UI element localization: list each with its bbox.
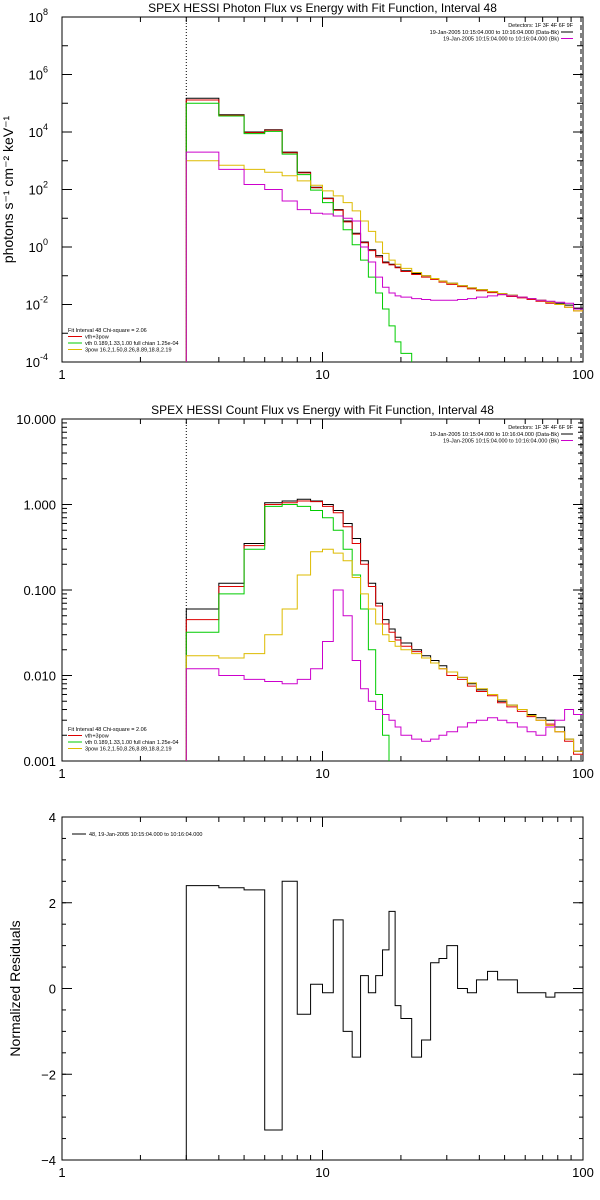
legend-entry-label: 19-Jan-2005 10:15:04.000 to 10:16:04.000…	[430, 30, 560, 36]
series-group	[185, 97, 583, 362]
panel-3: 1 10 100 4 2 0 −2 −4 Normalized Residuals 48, 19-…	[7, 810, 594, 1180]
series-line-4	[185, 548, 583, 761]
chart-title: SPEX HESSI Photon Flux vs Energy with Fi…	[148, 1, 497, 15]
y-tick-label: 4	[49, 810, 56, 825]
series-line-1	[185, 498, 583, 761]
y-tick-base: 10	[26, 355, 40, 370]
legend-entry-label: vth+3pow	[85, 734, 109, 740]
y-tick-base: 10	[29, 68, 43, 83]
y-tick-label: 100	[29, 237, 48, 255]
y-tick-label: 102	[29, 180, 48, 198]
y-tick-base: 10	[29, 240, 43, 255]
x-tick-label: 100	[572, 367, 594, 382]
series-group	[185, 880, 583, 1160]
x-tick-label: 10	[315, 766, 329, 781]
legend-detectors: Detectors: 1F 3F 4F 6F 9F	[508, 23, 573, 29]
y-tick-label: 10-2	[26, 295, 48, 313]
x-tick-label: 10	[315, 1165, 329, 1180]
y-tick-label: 1.000	[23, 498, 56, 513]
legend-entry-label: 48, 19-Jan-2005 10:15:04.000 to 10:16:04…	[89, 832, 202, 838]
y-tick-label: 104	[29, 122, 48, 140]
legend-detectors: Detectors: 1F 3F 4F 6F 9F	[508, 425, 573, 431]
y-axis-label: photons s⁻¹ cm⁻² keV⁻¹	[0, 115, 16, 263]
y-tick-exp: 8	[43, 7, 48, 17]
y-tick-base: 10	[29, 125, 43, 140]
y-tick-label: 2	[49, 896, 56, 911]
legend-fit-header: Fit Interval 48 Chi-square = 2.06	[68, 727, 147, 733]
series-line-5	[185, 589, 583, 761]
x-tick-label: 1	[58, 367, 65, 382]
y-tick-exp: 0	[43, 237, 48, 247]
series-line-5	[185, 151, 583, 362]
legend-entry-label: 19-Jan-2005 10:15:04.000 to 10:16:04.000…	[443, 439, 559, 445]
y-tick-label: 0.100	[23, 583, 56, 598]
legend-entry-label: vth 0.189,1.33,1.00 full chian 1.25e-04	[85, 341, 179, 347]
legend-fit-header: Fit Interval 48 Chi-square = 2.06	[68, 328, 147, 334]
series-line-2	[185, 99, 583, 362]
y-axis-label: Normalized Residuals	[7, 920, 23, 1056]
y-tick-label: 10.000	[16, 412, 56, 427]
legend-entry-label: vth 0.189,1.33,1.00 full chian 1.25e-04	[85, 740, 179, 746]
y-tick-label: 108	[29, 7, 48, 25]
series-line-3	[185, 102, 413, 362]
panel-1: SPEX HESSI Photon Flux vs Energy with Fi…	[0, 1, 594, 382]
series-line-1	[185, 880, 583, 1160]
y-tick-label: −2	[41, 1067, 56, 1082]
y-tick-label: 0.001	[23, 754, 56, 769]
y-tick-exp: -2	[40, 295, 48, 305]
chart-title: SPEX HESSI Count Flux vs Energy with Fit…	[151, 403, 494, 417]
legend-entry-label: 3pow 16.2,1.50,8.26,8.89,18.8,2.19	[85, 348, 172, 354]
x-tick-label: 100	[572, 1165, 594, 1180]
series-line-1	[185, 97, 583, 362]
legend-entry-label: 3pow 16.2,1.50,8.26,8.89,18.8,2.19	[85, 747, 172, 753]
legend-entry-label: 19-Jan-2005 10:15:04.000 to 10:16:04.000…	[443, 37, 559, 43]
y-tick-label: 0.010	[23, 669, 56, 684]
y-tick-label: 10-4	[26, 352, 48, 370]
x-tick-label: 100	[572, 766, 594, 781]
legend-entry-label: vth+3pow	[85, 335, 109, 341]
y-tick-base: 10	[26, 298, 40, 313]
y-tick-base: 10	[29, 10, 43, 25]
x-tick-label: 1	[58, 1165, 65, 1180]
x-tick-label: 1	[58, 766, 65, 781]
y-tick-exp: -4	[40, 352, 48, 362]
y-tick-label: 106	[29, 65, 48, 83]
plot-frame	[61, 418, 584, 762]
y-tick-exp: 2	[43, 180, 48, 190]
y-tick-label: −4	[41, 1153, 56, 1168]
series-line-4	[185, 160, 583, 362]
series-group	[185, 498, 583, 761]
y-tick-base: 10	[29, 183, 43, 198]
y-tick-label: 0	[49, 982, 56, 997]
legend-entry-label: 19-Jan-2005 10:15:04.000 to 10:16:04.000…	[430, 432, 560, 438]
y-tick-exp: 6	[43, 65, 48, 75]
x-tick-label: 10	[315, 367, 329, 382]
series-line-3	[185, 504, 390, 761]
panel-2: SPEX HESSI Count Flux vs Energy with Fit…	[16, 403, 594, 781]
y-tick-exp: 4	[43, 122, 48, 132]
